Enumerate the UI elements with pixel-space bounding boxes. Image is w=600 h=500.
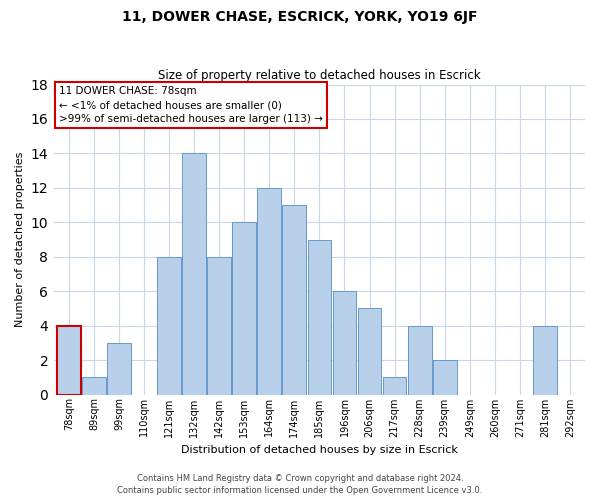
Bar: [358, 308, 382, 394]
Title: Size of property relative to detached houses in Escrick: Size of property relative to detached ho…: [158, 69, 481, 82]
Bar: [408, 326, 431, 394]
Bar: [182, 154, 206, 394]
Bar: [308, 240, 331, 394]
Text: Contains HM Land Registry data © Crown copyright and database right 2024.
Contai: Contains HM Land Registry data © Crown c…: [118, 474, 482, 495]
Bar: [433, 360, 457, 394]
Bar: [533, 326, 557, 394]
Bar: [257, 188, 281, 394]
Y-axis label: Number of detached properties: Number of detached properties: [15, 152, 25, 327]
Bar: [332, 291, 356, 395]
Bar: [157, 257, 181, 394]
Bar: [82, 378, 106, 394]
Text: 11, DOWER CHASE, ESCRICK, YORK, YO19 6JF: 11, DOWER CHASE, ESCRICK, YORK, YO19 6JF: [122, 10, 478, 24]
Bar: [107, 343, 131, 394]
Bar: [57, 326, 81, 394]
Text: 11 DOWER CHASE: 78sqm
← <1% of detached houses are smaller (0)
>99% of semi-deta: 11 DOWER CHASE: 78sqm ← <1% of detached …: [59, 86, 323, 124]
X-axis label: Distribution of detached houses by size in Escrick: Distribution of detached houses by size …: [181, 445, 458, 455]
Bar: [283, 205, 306, 394]
Bar: [208, 257, 231, 394]
Bar: [383, 378, 406, 394]
Bar: [232, 222, 256, 394]
